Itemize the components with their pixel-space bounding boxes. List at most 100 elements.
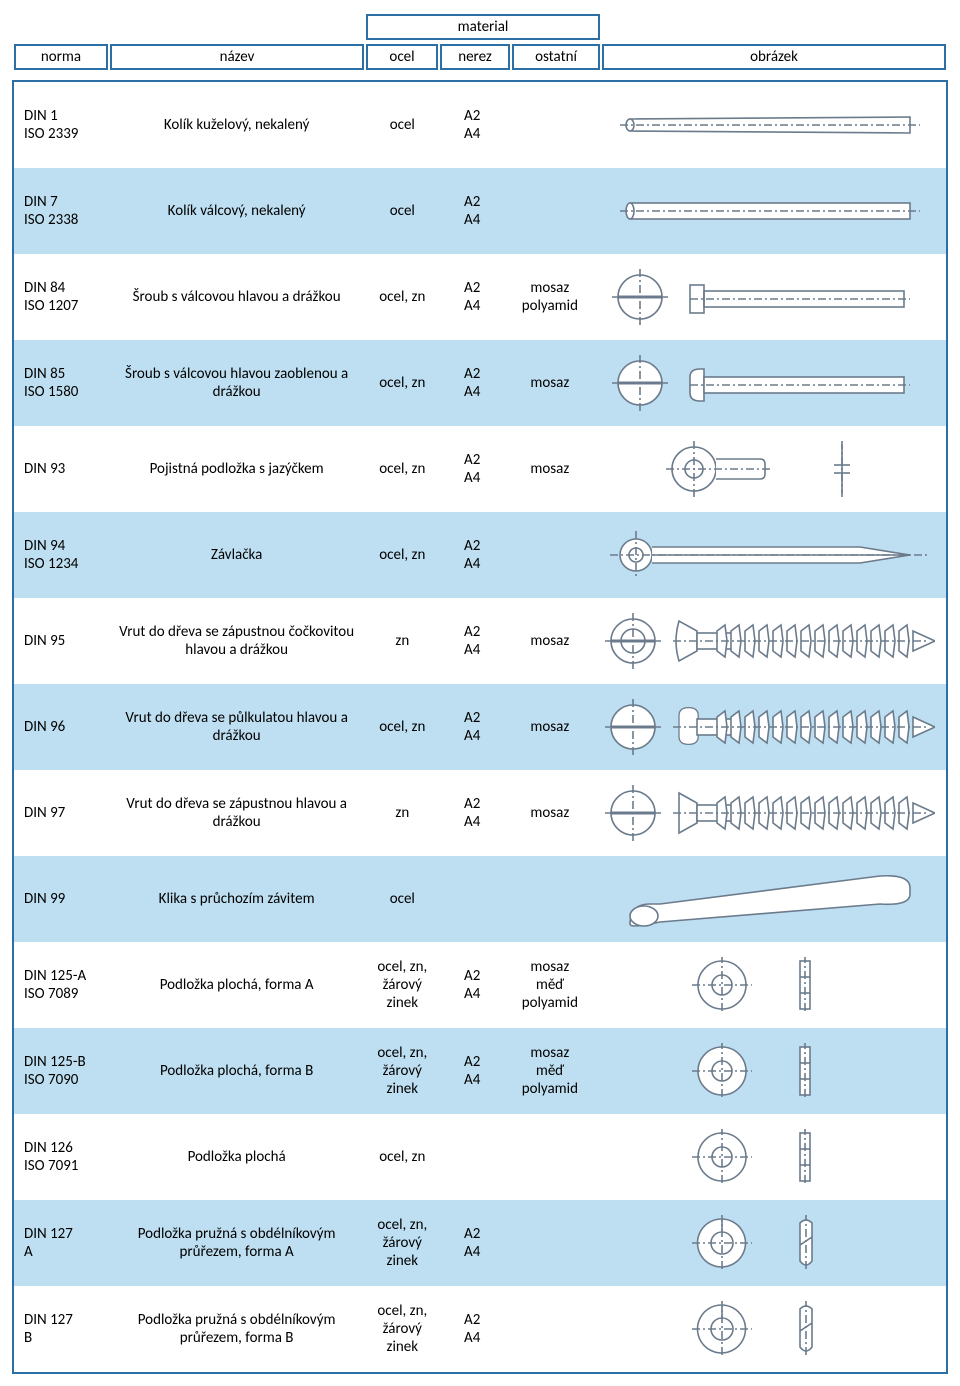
table-row: DIN 125-BISO 7090Podložka plochá, forma … — [14, 1028, 946, 1114]
cell-image — [594, 942, 946, 1028]
cell-nazev: Závlačka — [107, 512, 366, 598]
header-nerez: nerez — [440, 44, 510, 70]
cell-image — [594, 340, 946, 426]
cell-ostatni — [506, 512, 594, 598]
header-ostatni: ostatní — [512, 44, 600, 70]
cell-image — [594, 598, 946, 684]
cell-ostatni — [506, 1200, 594, 1286]
cell-image — [594, 254, 946, 340]
table-row: DIN 85ISO 1580Šroub s válcovou hlavou za… — [14, 340, 946, 426]
cell-ostatni: mosaz — [506, 340, 594, 426]
cell-norma: DIN 127B — [14, 1286, 107, 1372]
header-table: material norma název ocel nerez ostatní … — [12, 12, 948, 72]
cell-image — [594, 426, 946, 512]
cell-ocel: ocel — [366, 168, 438, 254]
cell-norma: DIN 125-BISO 7090 — [14, 1028, 107, 1114]
table-row: DIN 126ISO 7091Podložka plocháocel, zn — [14, 1114, 946, 1200]
cell-norma: DIN 1ISO 2339 — [14, 82, 107, 168]
cell-image — [594, 856, 946, 942]
cell-nazev: Kolík kuželový, nekalený — [107, 82, 366, 168]
table-row: DIN 84ISO 1207Šroub s válcovou hlavou a … — [14, 254, 946, 340]
header-obrazek: obrázek — [602, 44, 946, 70]
cell-image — [594, 1200, 946, 1286]
table-row: DIN 97Vrut do dřeva se zápustnou hlavou … — [14, 770, 946, 856]
cell-ostatni: mosaz — [506, 426, 594, 512]
cell-ostatni: mosaz měď polyamid — [506, 1028, 594, 1114]
cell-nazev: Vrut do dřeva se zápustnou hlavou a dráž… — [107, 770, 366, 856]
cell-nerez: A2A4 — [439, 426, 506, 512]
header-material: material — [366, 14, 600, 40]
cell-ostatni: mosaz — [506, 598, 594, 684]
cell-ostatni — [506, 82, 594, 168]
cell-nerez: A2A4 — [439, 512, 506, 598]
cell-nazev: Šroub s válcovou hlavou a drážkou — [107, 254, 366, 340]
cell-norma: DIN 97 — [14, 770, 107, 856]
cell-norma: DIN 85ISO 1580 — [14, 340, 107, 426]
table-row: DIN 1ISO 2339Kolík kuželový, nekalenýoce… — [14, 82, 946, 168]
table-row: DIN 127APodložka pružná s obdélníkovým p… — [14, 1200, 946, 1286]
cell-ostatni — [506, 168, 594, 254]
table-row: DIN 96Vrut do dřeva se půlkulatou hlavou… — [14, 684, 946, 770]
cell-nazev: Šroub s válcovou hlavou zaoblenou a dráž… — [107, 340, 366, 426]
cell-image — [594, 168, 946, 254]
cell-norma: DIN 7ISO 2338 — [14, 168, 107, 254]
data-table: DIN 1ISO 2339Kolík kuželový, nekalenýoce… — [14, 82, 946, 1372]
cell-ocel: ocel, zn — [366, 684, 438, 770]
cell-ostatni — [506, 1114, 594, 1200]
cell-nerez — [439, 856, 506, 942]
cell-ocel: ocel, zn, žárový zinek — [366, 1200, 438, 1286]
cell-norma: DIN 126ISO 7091 — [14, 1114, 107, 1200]
cell-ocel: zn — [366, 598, 438, 684]
cell-nazev: Podložka plochá — [107, 1114, 366, 1200]
table-row: DIN 93Pojistná podložka s jazýčkemocel, … — [14, 426, 946, 512]
cell-nazev: Podložka plochá, forma A — [107, 942, 366, 1028]
cell-norma: DIN 94ISO 1234 — [14, 512, 107, 598]
cell-nerez: A2A4 — [439, 1286, 506, 1372]
cell-ocel: ocel, zn — [366, 426, 438, 512]
cell-ostatni — [506, 856, 594, 942]
cell-nerez: A2A4 — [439, 1200, 506, 1286]
cell-norma: DIN 125-AISO 7089 — [14, 942, 107, 1028]
header-norma: norma — [14, 44, 108, 70]
cell-ocel: ocel — [366, 82, 438, 168]
data-container: DIN 1ISO 2339Kolík kuželový, nekalenýoce… — [12, 80, 948, 1374]
cell-nerez: A2A4 — [439, 942, 506, 1028]
cell-nerez: A2A4 — [439, 254, 506, 340]
cell-nazev: Podložka plochá, forma B — [107, 1028, 366, 1114]
cell-nerez: A2A4 — [439, 82, 506, 168]
cell-nazev: Pojistná podložka s jazýčkem — [107, 426, 366, 512]
cell-image — [594, 1286, 946, 1372]
cell-nerez: A2A4 — [439, 168, 506, 254]
header-ocel: ocel — [366, 44, 438, 70]
cell-ocel: ocel, zn, žárový zinek — [366, 1028, 438, 1114]
cell-nerez: A2A4 — [439, 1028, 506, 1114]
cell-image — [594, 1028, 946, 1114]
cell-norma: DIN 96 — [14, 684, 107, 770]
cell-nerez: A2A4 — [439, 340, 506, 426]
table-row: DIN 7ISO 2338Kolík válcový, nekalenýocel… — [14, 168, 946, 254]
cell-ostatni: mosaz polyamid — [506, 254, 594, 340]
table-row: DIN 95Vrut do dřeva se zápustnou čočkovi… — [14, 598, 946, 684]
cell-nerez: A2A4 — [439, 684, 506, 770]
cell-nazev: Vrut do dřeva se půlkulatou hlavou a drá… — [107, 684, 366, 770]
cell-image — [594, 684, 946, 770]
cell-ocel: ocel, zn — [366, 340, 438, 426]
cell-nazev: Klika s průchozím závitem — [107, 856, 366, 942]
table-row: DIN 125-AISO 7089Podložka plochá, forma … — [14, 942, 946, 1028]
cell-ocel: ocel, zn — [366, 512, 438, 598]
cell-ocel: ocel, zn — [366, 1114, 438, 1200]
cell-ostatni: mosaz měď polyamid — [506, 942, 594, 1028]
table-row: DIN 99Klika s průchozím závitemocel — [14, 856, 946, 942]
cell-nerez: A2A4 — [439, 598, 506, 684]
cell-ostatni — [506, 1286, 594, 1372]
cell-ocel: ocel, zn, žárový zinek — [366, 942, 438, 1028]
cell-ocel: ocel, zn — [366, 254, 438, 340]
cell-nerez — [439, 1114, 506, 1200]
cell-norma: DIN 127A — [14, 1200, 107, 1286]
header-nazev: název — [110, 44, 364, 70]
cell-norma: DIN 93 — [14, 426, 107, 512]
cell-image — [594, 1114, 946, 1200]
cell-norma: DIN 84ISO 1207 — [14, 254, 107, 340]
table-row: DIN 127BPodložka pružná s obdélníkovým p… — [14, 1286, 946, 1372]
cell-ostatni: mosaz — [506, 684, 594, 770]
